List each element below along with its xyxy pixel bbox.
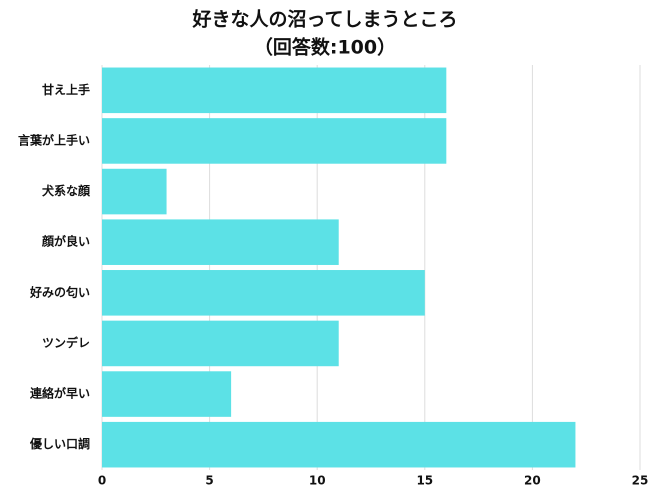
y-tick-label: ツンデレ	[42, 335, 90, 350]
x-tick-label: 0	[98, 474, 106, 488]
bar	[102, 67, 447, 114]
bar	[102, 320, 339, 367]
y-tick-label: 言葉が上手い	[18, 132, 90, 147]
y-tick-label: 優しい口調	[29, 436, 90, 451]
y-tick-label: 犬系な顔	[42, 183, 91, 198]
x-tick-label: 25	[632, 474, 649, 488]
bar	[102, 219, 339, 265]
chart-title: 好きな人の沼ってしまうところ	[191, 8, 457, 31]
x-tick-label: 10	[309, 474, 326, 488]
y-tick-label: 連絡が早い	[30, 386, 90, 401]
bar	[102, 118, 447, 164]
bar	[102, 168, 167, 215]
y-tick-label: 甘え上手	[42, 82, 90, 97]
chart-subtitle: （回答数:100）	[254, 36, 396, 59]
x-tick-label: 5	[205, 474, 213, 488]
x-tick-label: 15	[416, 474, 433, 488]
y-tick-label: 顔が良い	[41, 234, 90, 249]
x-tick-label: 20	[524, 474, 541, 488]
y-tick-label: 好みの匂い	[29, 284, 90, 299]
bar	[102, 270, 425, 316]
bar	[102, 371, 232, 417]
bar	[102, 421, 576, 468]
